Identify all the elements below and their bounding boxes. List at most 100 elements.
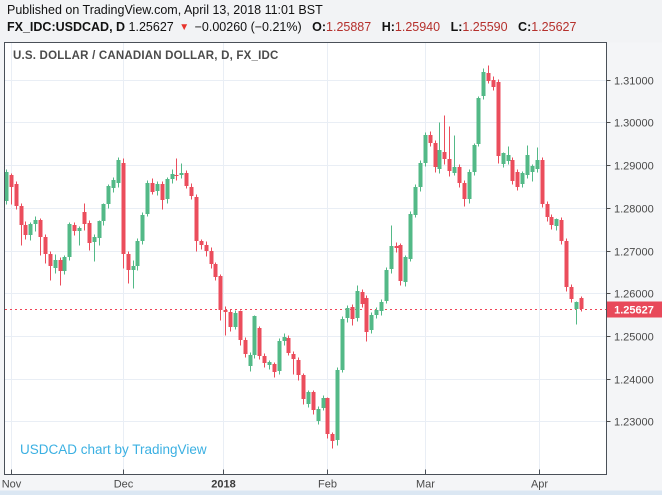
price-tick-label: 1.28000 <box>614 204 654 216</box>
candle-up <box>111 180 116 188</box>
candle-up <box>252 316 257 355</box>
candle-down <box>564 241 569 287</box>
candle-up <box>452 167 457 173</box>
candle-up <box>379 302 384 311</box>
candle-up <box>53 260 58 268</box>
bottom-edge-strip <box>0 490 662 495</box>
candle-down <box>486 73 491 81</box>
candle-down <box>238 311 243 340</box>
candle-down <box>150 183 155 192</box>
candle-down <box>204 245 209 251</box>
candle-down <box>447 159 452 171</box>
down-triangle-icon: ▼ <box>179 22 190 33</box>
candle-down <box>72 225 77 231</box>
candle-down <box>43 237 48 254</box>
candle-down <box>121 163 126 254</box>
candle-up <box>4 172 9 201</box>
candle-down <box>189 187 194 196</box>
time-tick-label: Mar <box>416 479 435 491</box>
candle-down <box>394 246 399 248</box>
candle-down <box>272 364 277 372</box>
price-tick-label: 1.26000 <box>614 289 654 301</box>
price-tick-label: 1.30000 <box>614 118 654 130</box>
time-axis[interactable]: Nov Dec 2018 Feb Mar Apr <box>2 469 549 491</box>
low-value: 1.25590 <box>462 20 508 34</box>
last-price-value: 1.25627 <box>128 20 174 34</box>
open-value: 1.25887 <box>326 20 372 34</box>
candle-up <box>340 319 345 370</box>
candle-down <box>126 254 131 270</box>
candle-down <box>569 287 574 299</box>
header-strip <box>0 0 662 43</box>
candle-up <box>472 145 477 172</box>
candle-down <box>433 143 438 167</box>
candle-down <box>325 398 330 434</box>
candles-series <box>4 65 584 449</box>
candle-up <box>179 173 184 175</box>
symbol-status-line: FX_IDC:USDCAD, D 1.25627 ▼ −0.00260 (−0.… <box>7 20 576 34</box>
candle-up <box>403 257 408 282</box>
price-tick-label: 1.31000 <box>614 76 654 88</box>
candle-down <box>19 206 24 225</box>
candle-down <box>291 354 296 359</box>
high-value: 1.25940 <box>394 20 441 34</box>
candle-down <box>462 183 467 199</box>
candle-up <box>535 160 540 169</box>
candle-up <box>135 241 140 266</box>
high-group: H:1.25940 <box>382 20 440 34</box>
candle-up <box>277 341 282 371</box>
symbol-interval-label: FX_IDC:USDCAD, D <box>7 20 126 34</box>
candle-down <box>398 245 403 281</box>
price-axis[interactable]: 1.31000 1.30000 1.29000 1.28000 1.27000 1.260… <box>606 76 662 429</box>
candle-down <box>510 160 515 181</box>
candle-down <box>48 254 53 266</box>
close-value: 1.25627 <box>531 20 577 34</box>
plot-border <box>4 42 607 475</box>
candle-down <box>209 251 214 264</box>
candle-up <box>316 409 321 421</box>
candle-up <box>33 220 38 224</box>
candle-down <box>58 260 63 271</box>
candle-down <box>243 340 248 354</box>
candle-up <box>145 183 150 214</box>
candle-down <box>218 276 223 310</box>
candle-up <box>476 98 481 144</box>
open-group: O:1.25887 <box>312 20 371 34</box>
candle-up <box>306 392 311 404</box>
last-price-badge <box>607 301 662 318</box>
candle-down <box>228 312 233 327</box>
candle-down <box>194 197 199 241</box>
candle-down <box>311 392 316 410</box>
price-tick-label: 1.29000 <box>614 161 654 173</box>
published-line: Published on TradingView.com, April 13, … <box>7 3 323 17</box>
candle-down <box>296 360 301 375</box>
candle-up <box>574 302 579 309</box>
close-group: C:1.25627 <box>518 20 576 34</box>
price-tick-label: 1.27000 <box>614 247 654 259</box>
candle-up <box>501 153 506 164</box>
candle-down <box>442 152 447 159</box>
candle-down <box>174 175 179 176</box>
chart-legend-title: U.S. DOLLAR / CANADIAN DOLLAR, D, FX_IDC <box>13 50 279 62</box>
candle-down <box>9 175 14 187</box>
tradingview-credit-link[interactable]: USDCAD chart by TradingView <box>20 442 207 457</box>
time-tick-label: 2018 <box>211 479 235 491</box>
candle-down <box>330 434 335 441</box>
candle-down <box>364 298 369 332</box>
candle-up <box>77 228 82 231</box>
candle-up <box>418 163 423 187</box>
plot-area[interactable] <box>4 42 606 475</box>
candle-up <box>369 315 374 330</box>
high-label: H: <box>381 20 395 34</box>
candle-down <box>549 217 554 225</box>
candle-up <box>506 155 511 161</box>
candle-up <box>467 172 472 199</box>
candle-down <box>360 292 365 304</box>
candle-up <box>530 166 535 172</box>
candle-down <box>23 225 28 235</box>
candle-down <box>579 298 584 309</box>
candle-up <box>481 72 486 96</box>
candle-up <box>413 187 418 215</box>
candle-up <box>437 150 442 169</box>
